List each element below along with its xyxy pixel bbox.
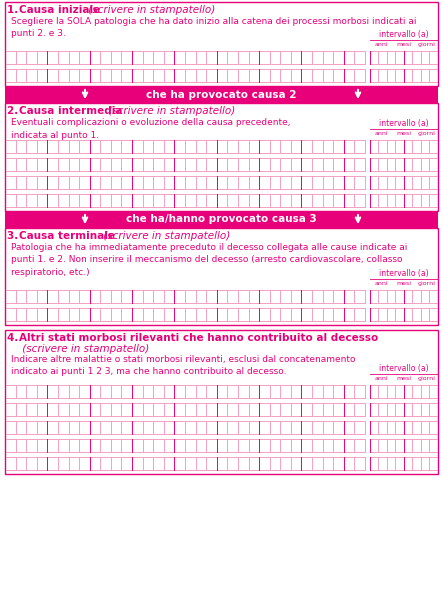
- Text: Causa iniziale: Causa iniziale: [19, 5, 100, 15]
- Text: Indicare altre malattie o stati morbosi rilevanti, esclusi dal concatenamento
in: Indicare altre malattie o stati morbosi …: [11, 355, 355, 377]
- Text: giorni: giorni: [418, 376, 435, 381]
- Text: che ha/hanno provocato causa 3: che ha/hanno provocato causa 3: [126, 214, 317, 224]
- Text: Patologia che ha immediatamente preceduto il decesso collegata alle cause indica: Patologia che ha immediatamente precedut…: [11, 243, 408, 277]
- Text: Altri stati morbosi rilevanti che hanno contribuito al decesso: Altri stati morbosi rilevanti che hanno …: [19, 333, 378, 343]
- Text: intervallo (a): intervallo (a): [379, 364, 429, 373]
- Text: 3.: 3.: [7, 231, 22, 241]
- Text: 1.: 1.: [7, 5, 22, 15]
- Text: anni: anni: [374, 131, 388, 136]
- Text: anni: anni: [374, 42, 388, 47]
- Text: che ha provocato causa 2: che ha provocato causa 2: [146, 89, 297, 99]
- Text: giorni: giorni: [418, 42, 435, 47]
- Bar: [5, 2, 438, 86]
- Text: intervallo (a): intervallo (a): [379, 119, 429, 128]
- Bar: [5, 330, 438, 474]
- Text: Causa terminale: Causa terminale: [19, 231, 115, 241]
- Text: mesi: mesi: [396, 376, 412, 381]
- Text: (scrivere in stampatello): (scrivere in stampatello): [85, 5, 215, 15]
- Text: mesi: mesi: [396, 281, 412, 286]
- Text: 4.: 4.: [7, 333, 22, 343]
- Text: (scrivere in stampatello): (scrivere in stampatello): [100, 231, 230, 241]
- Text: 2.: 2.: [7, 106, 22, 116]
- Text: giorni: giorni: [418, 281, 435, 286]
- Text: anni: anni: [374, 376, 388, 381]
- Text: Eventuali complicazioni o evoluzione della causa precedente,
indicata al punto 1: Eventuali complicazioni o evoluzione del…: [11, 118, 291, 140]
- Text: intervallo (a): intervallo (a): [379, 30, 429, 39]
- Bar: [5, 86, 438, 103]
- Text: (scrivere in stampatello): (scrivere in stampatello): [19, 344, 149, 354]
- Text: intervallo (a): intervallo (a): [379, 269, 429, 278]
- Bar: [5, 103, 438, 211]
- Text: Causa intermedia: Causa intermedia: [19, 106, 123, 116]
- Text: mesi: mesi: [396, 42, 412, 47]
- Bar: [5, 228, 438, 325]
- Bar: [5, 211, 438, 228]
- Text: mesi: mesi: [396, 131, 412, 136]
- Text: Scegliere la SOLA patologia che ha dato inizio alla catena dei processi morbosi : Scegliere la SOLA patologia che ha dato …: [11, 17, 416, 38]
- Text: (scrivere in stampatello): (scrivere in stampatello): [105, 106, 235, 116]
- Text: anni: anni: [374, 281, 388, 286]
- Text: giorni: giorni: [418, 131, 435, 136]
